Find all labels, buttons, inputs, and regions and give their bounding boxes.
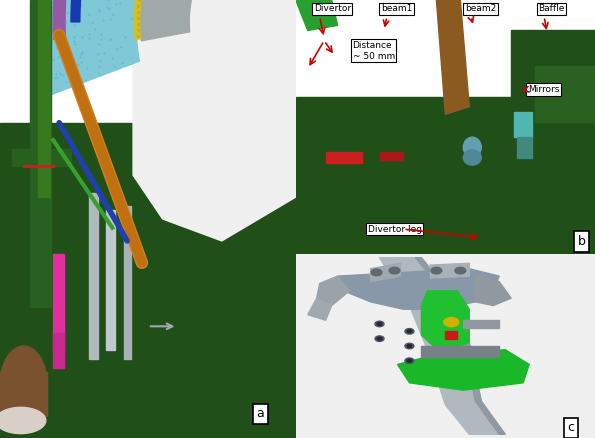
Polygon shape <box>397 350 529 390</box>
Circle shape <box>405 328 414 334</box>
Circle shape <box>377 322 382 325</box>
Text: c: c <box>568 421 575 434</box>
Bar <box>107 210 115 350</box>
Bar <box>514 112 532 137</box>
Bar <box>517 137 532 158</box>
Ellipse shape <box>0 346 48 425</box>
Bar <box>30 0 51 307</box>
Text: b: b <box>578 235 585 248</box>
Polygon shape <box>140 0 233 41</box>
Bar <box>0 123 296 438</box>
Bar <box>296 96 595 254</box>
Bar <box>12 149 71 166</box>
Text: Divertor leg: Divertor leg <box>368 225 421 233</box>
Bar <box>53 333 64 368</box>
Bar <box>464 320 499 328</box>
Polygon shape <box>308 298 331 320</box>
Circle shape <box>407 330 412 333</box>
Circle shape <box>405 343 414 349</box>
Polygon shape <box>133 0 296 241</box>
Polygon shape <box>475 276 511 306</box>
Bar <box>511 31 595 178</box>
Polygon shape <box>415 258 505 434</box>
Polygon shape <box>337 269 499 309</box>
Bar <box>421 346 499 357</box>
Polygon shape <box>134 0 225 39</box>
Circle shape <box>377 337 382 340</box>
Circle shape <box>389 267 400 274</box>
Text: beam2: beam2 <box>465 4 496 14</box>
Circle shape <box>455 267 466 274</box>
Bar <box>325 152 362 162</box>
Ellipse shape <box>0 407 46 434</box>
Polygon shape <box>36 0 236 98</box>
Polygon shape <box>296 0 337 31</box>
Bar <box>53 254 64 350</box>
Polygon shape <box>430 263 469 278</box>
Text: a: a <box>256 407 264 420</box>
Circle shape <box>375 321 384 327</box>
Circle shape <box>431 267 441 274</box>
Bar <box>445 331 458 339</box>
Polygon shape <box>146 0 455 165</box>
Circle shape <box>407 345 412 347</box>
Text: beam1: beam1 <box>381 4 412 14</box>
Bar <box>535 66 595 122</box>
Polygon shape <box>371 263 400 282</box>
Bar <box>39 0 50 197</box>
Polygon shape <box>436 0 469 114</box>
Bar <box>124 206 131 359</box>
Circle shape <box>375 336 384 342</box>
Text: Mirrors: Mirrors <box>528 85 559 94</box>
Bar <box>380 152 403 160</box>
Polygon shape <box>317 276 350 306</box>
Bar <box>0 372 48 416</box>
Bar <box>89 193 98 359</box>
Polygon shape <box>380 258 505 434</box>
Ellipse shape <box>464 137 481 158</box>
Ellipse shape <box>464 150 481 165</box>
Polygon shape <box>71 0 147 22</box>
Text: Baffle: Baffle <box>538 4 565 14</box>
Polygon shape <box>53 0 148 39</box>
Circle shape <box>444 318 459 327</box>
Circle shape <box>405 358 414 364</box>
Text: Divertor: Divertor <box>314 4 351 14</box>
Circle shape <box>407 359 412 362</box>
Polygon shape <box>421 291 469 350</box>
Circle shape <box>371 269 382 276</box>
Text: Distance
~ 50 mm: Distance ~ 50 mm <box>353 41 395 60</box>
